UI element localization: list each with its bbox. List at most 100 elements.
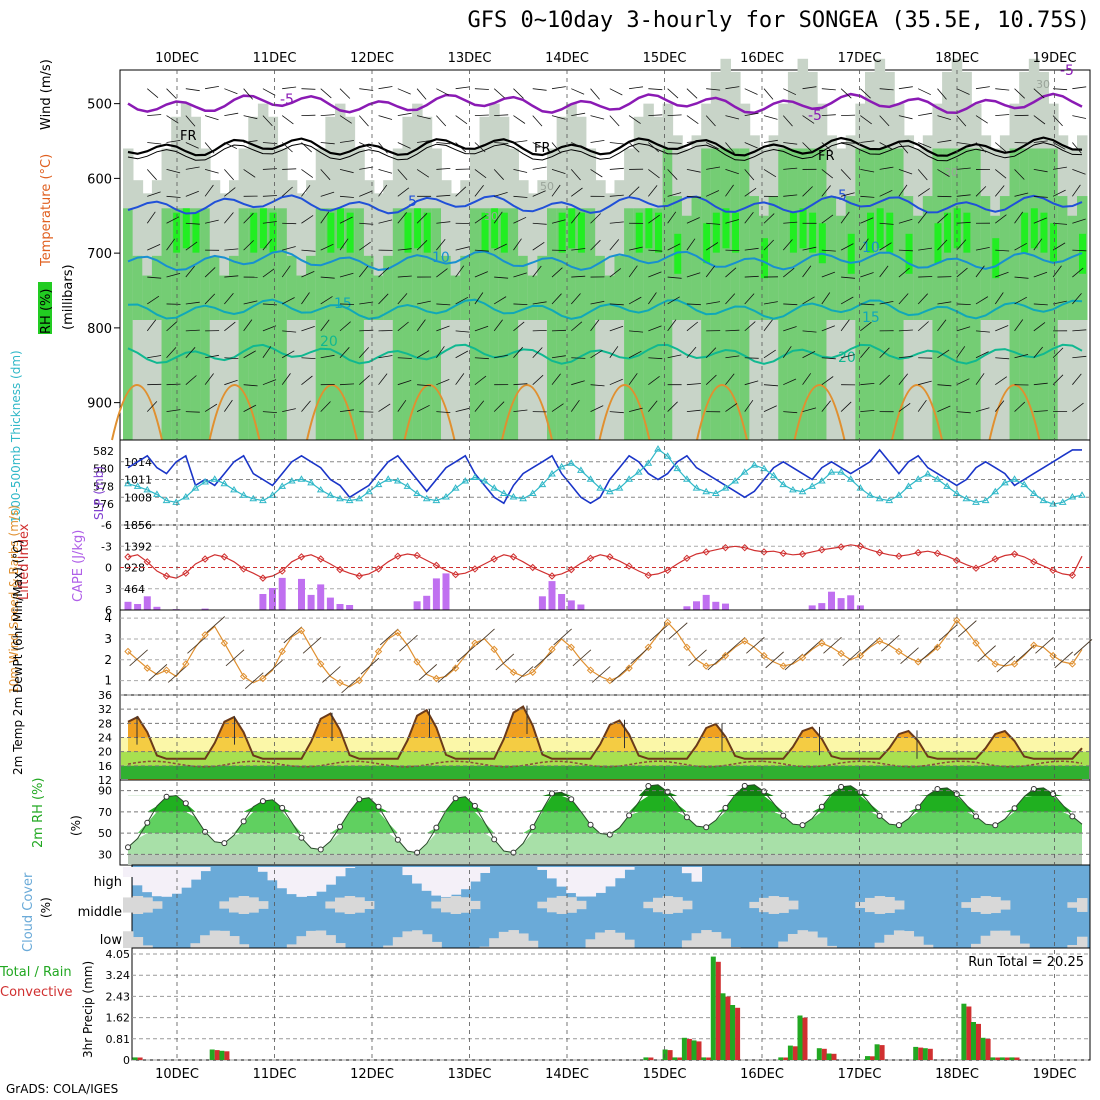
precip-convective-bar (686, 1038, 692, 1060)
surface-wind-barb (572, 649, 592, 667)
wind-barb (1014, 192, 1029, 197)
cloud-low (903, 931, 915, 948)
rh-band-bright (645, 208, 653, 249)
dewpoint-line (127, 760, 1083, 768)
rh-band-bright (876, 208, 884, 249)
thickness-marker (846, 475, 855, 482)
wind-barb (1053, 300, 1067, 305)
thickness-marker (210, 475, 219, 482)
cloud-high (200, 867, 211, 872)
li-tick-label: 6 (105, 604, 112, 617)
wind-barb (648, 88, 663, 91)
wind-barb (205, 354, 219, 359)
date-label-bottom: 17DEC (838, 1067, 882, 1082)
rh-band-bright (934, 223, 942, 264)
surface-wind-barb (977, 645, 996, 662)
wind-barb (378, 373, 388, 385)
cape-bar (298, 578, 305, 610)
surface-wind-barb (456, 645, 476, 662)
wind-barb (1014, 211, 1024, 224)
wind-barb (262, 115, 273, 127)
rh-band-green (797, 148, 809, 440)
wind-barb (243, 350, 256, 359)
surface-wind-barb (379, 628, 399, 646)
wind-barb (898, 218, 913, 224)
wind-barb (590, 405, 604, 412)
rh-band-bright (867, 212, 874, 253)
wind-barb (725, 169, 739, 175)
lifted-index-marker (317, 555, 325, 563)
precip-total-bar (971, 1022, 976, 1060)
thickness-marker (663, 452, 672, 459)
cloud-middle (893, 900, 905, 910)
wind-barb (995, 376, 1008, 386)
wind-barb (494, 243, 507, 251)
wind-speed-marker (413, 658, 421, 666)
wind-barb (956, 142, 971, 145)
wind-tick-label: 1 (104, 674, 112, 688)
wind-barb (686, 195, 701, 198)
wind-barb (956, 267, 968, 278)
wind-barb (898, 249, 913, 252)
wind-barb (744, 142, 758, 149)
wind-barb (474, 325, 489, 332)
precip-total-bar (672, 1057, 678, 1060)
temperature-contour-25 (598, 384, 651, 441)
rh-tick-label: 50 (98, 827, 112, 840)
wind-speed-marker (143, 664, 151, 672)
wind-barb (917, 293, 928, 305)
wind-barb (667, 296, 680, 305)
wind-barb (571, 88, 585, 95)
precip-total-bar (710, 956, 716, 1060)
rh-band-bright (577, 212, 585, 253)
wind-barb (282, 168, 297, 170)
wind-barb (1014, 169, 1025, 180)
wind-barb (1014, 88, 1025, 99)
wind-barb (359, 411, 374, 413)
temp-tick-label: 16 (98, 760, 112, 773)
wind-barb (301, 169, 314, 178)
wind-barb (166, 273, 181, 278)
wind-barb (802, 351, 816, 359)
rh-band-green (556, 208, 568, 440)
wind-barb (513, 115, 526, 124)
rh-marker (125, 844, 131, 851)
wind-barb (417, 384, 432, 387)
wind-speed-marker (586, 666, 595, 674)
wind-barb (301, 357, 316, 359)
date-label-bottom: 12DEC (350, 1067, 394, 1082)
wind-barb (975, 373, 985, 385)
wind-barb (455, 86, 470, 90)
wind-barb (609, 378, 623, 386)
rh-marker (934, 785, 941, 792)
date-label-top: 16DEC (740, 51, 784, 66)
cloud-low (229, 936, 240, 948)
cloud-middle (460, 897, 471, 913)
wind-barb (320, 401, 331, 412)
cloud-high (180, 867, 192, 888)
temperature-contour-label: -5 (280, 92, 294, 108)
thickness-marker (181, 493, 190, 500)
wind-tick-label: 3 (104, 632, 112, 646)
wind-barb (686, 88, 698, 99)
rh-marker (973, 813, 979, 820)
wind-barb (262, 379, 277, 386)
wind-barb (686, 321, 699, 332)
date-label-bottom: 19DEC (1033, 1067, 1077, 1082)
cloud-low (913, 936, 924, 948)
rh-ylabel: RH (%) (39, 289, 54, 334)
wind-barb (917, 399, 927, 412)
lifted-index-marker (779, 549, 787, 558)
wind-speed-marker (355, 676, 363, 685)
date-label-bottom: 14DEC (545, 1067, 589, 1082)
wind-barb (320, 354, 335, 359)
rh-marker (394, 836, 401, 843)
precip-convective-bar (821, 1048, 827, 1060)
wind-barb (590, 140, 605, 143)
wind-panel (119, 609, 1091, 696)
rh-marker (645, 782, 652, 789)
wind-speed-marker (201, 631, 209, 639)
wind-barb (513, 140, 528, 143)
wind-barb (590, 169, 603, 178)
temp-tick-label: 36 (98, 689, 112, 702)
